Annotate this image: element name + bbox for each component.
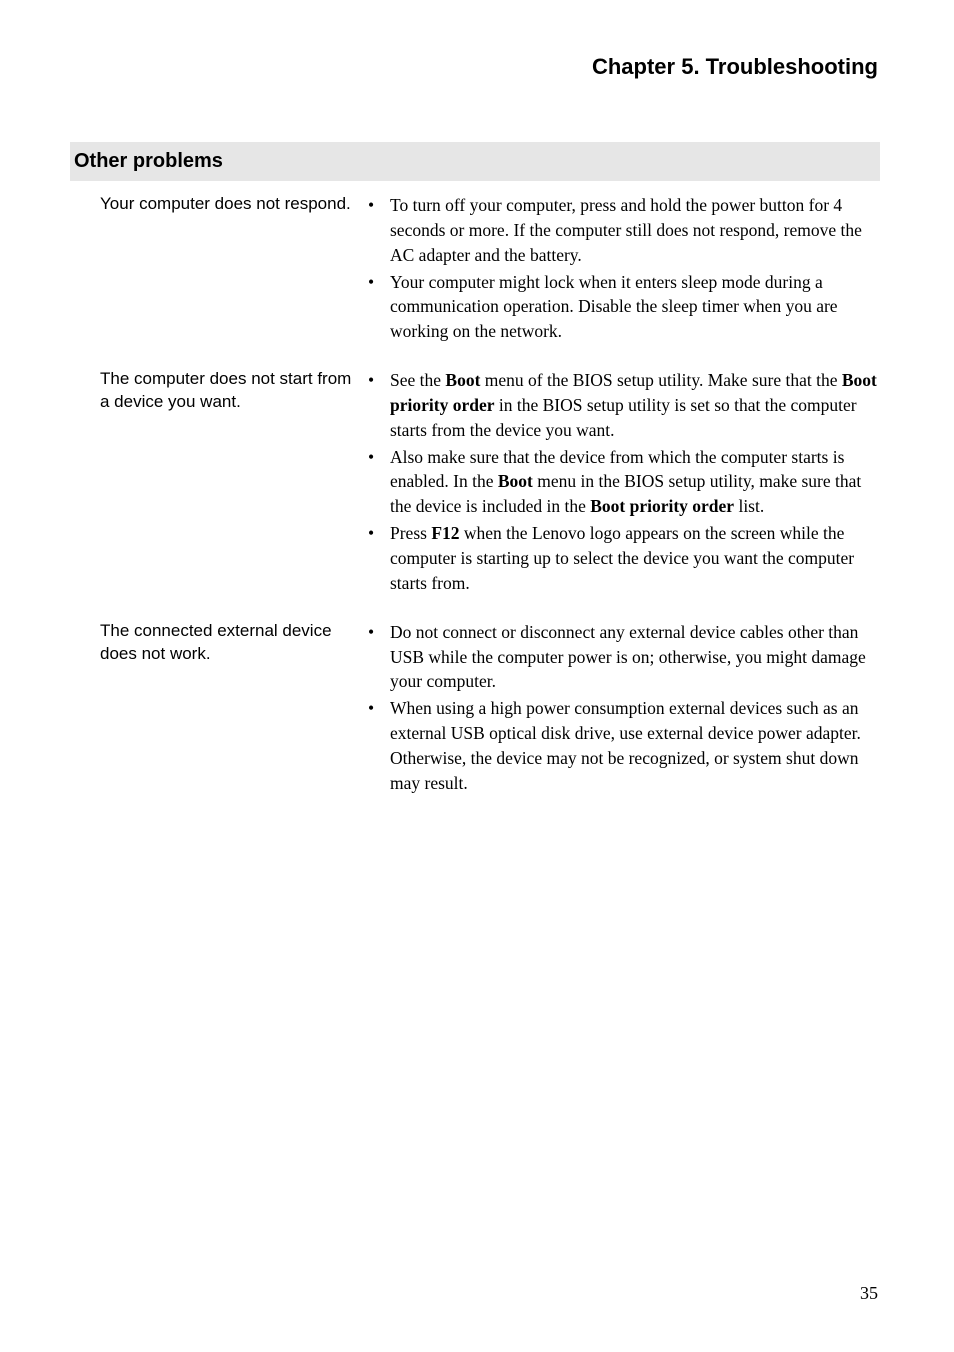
answer-bullet: •Do not connect or disconnect any extern…	[364, 620, 880, 695]
problem-text: Your computer does not respond.	[100, 193, 364, 216]
answer-text: Press F12 when the Lenovo logo appears o…	[390, 521, 880, 596]
bullet-icon: •	[364, 270, 390, 295]
bullet-icon: •	[364, 193, 390, 218]
bullet-icon: •	[364, 445, 390, 470]
answer-bullet: •Also make sure that the device from whi…	[364, 445, 880, 520]
bullet-icon: •	[364, 368, 390, 393]
bullet-icon: •	[364, 521, 390, 546]
answer-text: See the Boot menu of the BIOS setup util…	[390, 368, 880, 443]
answer-bullet: •Your computer might lock when it enters…	[364, 270, 880, 345]
answer-list: •Do not connect or disconnect any extern…	[364, 620, 880, 798]
section-header: Other problems	[70, 142, 880, 181]
answer-list: •To turn off your computer, press and ho…	[364, 193, 880, 346]
problem-text: The connected external device does not w…	[100, 620, 364, 666]
answer-bullet: •When using a high power consumption ext…	[364, 696, 880, 795]
answer-text: When using a high power consumption exte…	[390, 696, 880, 795]
troubleshooting-row: Your computer does not respond.•To turn …	[100, 185, 880, 360]
answer-bullet: •To turn off your computer, press and ho…	[364, 193, 880, 268]
answer-text: Your computer might lock when it enters …	[390, 270, 880, 345]
chapter-title: Chapter 5. Troubleshooting	[100, 54, 880, 80]
answer-bullet: •See the Boot menu of the BIOS setup uti…	[364, 368, 880, 443]
answer-text: Also make sure that the device from whic…	[390, 445, 880, 520]
problem-text: The computer does not start from a devic…	[100, 368, 364, 414]
bullet-icon: •	[364, 696, 390, 721]
troubleshooting-row: The computer does not start from a devic…	[100, 360, 880, 612]
answer-text: Do not connect or disconnect any externa…	[390, 620, 880, 695]
answer-bullet: •Press F12 when the Lenovo logo appears …	[364, 521, 880, 596]
troubleshooting-row: The connected external device does not w…	[100, 612, 880, 812]
bullet-icon: •	[364, 620, 390, 645]
answer-list: •See the Boot menu of the BIOS setup uti…	[364, 368, 880, 598]
page-number: 35	[860, 1283, 878, 1304]
answer-text: To turn off your computer, press and hol…	[390, 193, 880, 268]
